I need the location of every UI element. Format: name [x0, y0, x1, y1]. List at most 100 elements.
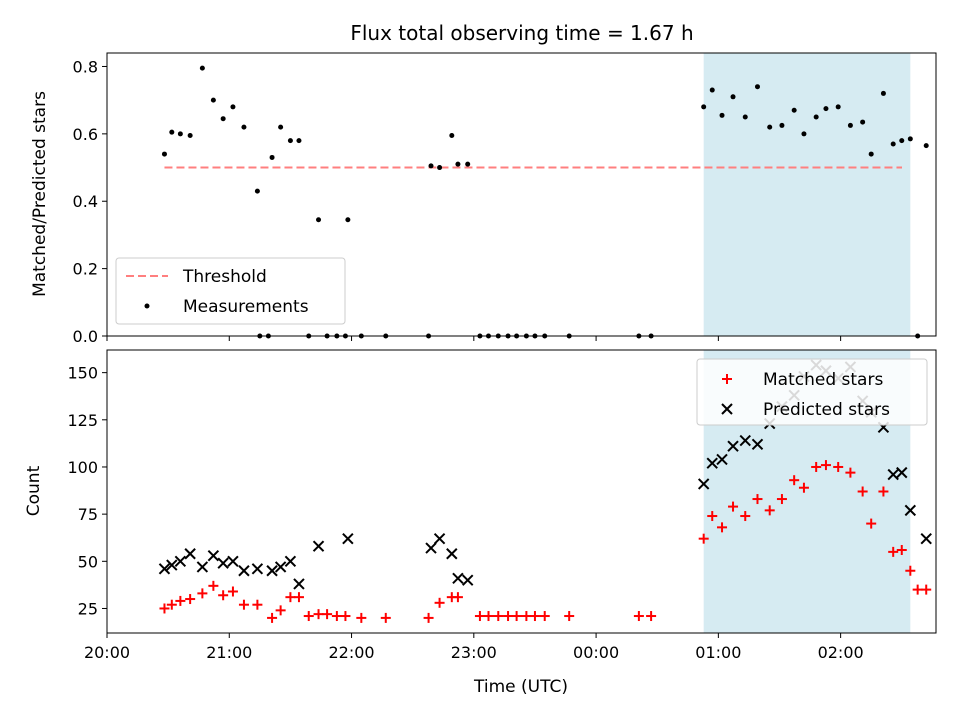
matched-star-marker	[896, 544, 907, 555]
matched-star-marker	[293, 592, 304, 603]
predicted-star-marker	[207, 549, 220, 562]
measurement-point	[296, 138, 302, 144]
bottom-plot-frame	[106, 349, 937, 634]
bottom-legend: Matched stars Predicted stars	[696, 358, 928, 426]
top-y-tick-label: 0.4	[73, 192, 98, 211]
predicted-star-marker	[284, 555, 297, 568]
top-y-axis-label: Matched/Predicted stars	[30, 91, 50, 297]
predicted-star-marker	[196, 561, 209, 573]
top-y-tick-label: 0.0	[73, 327, 98, 346]
matched-star-marker	[866, 518, 877, 529]
measurement-point	[907, 136, 913, 142]
x-tick-label: 20:00	[84, 643, 130, 662]
measurement-point	[899, 138, 905, 144]
legend-threshold-label: Threshold	[182, 267, 267, 287]
x-tick-label: 02:00	[818, 643, 864, 662]
bottom-y-tick-label: 150	[67, 364, 98, 383]
matched-star-marker	[380, 612, 391, 623]
predicted-star-marker	[174, 555, 187, 568]
predicted-star-marker	[751, 438, 764, 451]
measurement-point	[709, 87, 715, 93]
measurement-point	[719, 112, 725, 118]
predicted-star-marker	[158, 563, 171, 575]
legend-measurements-label: Measurements	[183, 297, 309, 317]
matched-star-marker	[166, 599, 177, 610]
measurement-point	[791, 107, 797, 113]
matched-star-marker	[275, 605, 286, 616]
matched-star-marker	[857, 486, 868, 497]
predicted-star-marker	[293, 578, 305, 590]
measurement-point	[742, 114, 748, 120]
matched-star-marker	[303, 611, 314, 622]
bottom-y-tick-label: 75	[78, 505, 98, 524]
predicted-star-marker	[920, 532, 932, 545]
x-tick-label: 22:00	[328, 643, 374, 662]
matched-star-marker	[707, 511, 718, 522]
bottom-y-tick-label: 50	[78, 552, 98, 571]
matched-star-marker	[356, 612, 367, 623]
measurement-point	[199, 65, 205, 71]
measurement-point	[801, 131, 807, 137]
predicted-star-marker	[274, 561, 287, 573]
measurement-point	[428, 163, 434, 169]
legend-matched-swatch	[722, 374, 732, 384]
matched-star-marker	[820, 460, 831, 471]
measurement-point	[465, 161, 471, 167]
matched-star-marker	[511, 611, 522, 622]
x-tick-label: 00:00	[573, 643, 619, 662]
matched-star-marker	[912, 584, 923, 595]
matched-star-marker	[740, 511, 751, 522]
measurement-point	[345, 217, 351, 223]
matched-star-marker	[159, 603, 170, 614]
top-plot-frame	[106, 52, 937, 337]
measurement-point	[701, 104, 707, 110]
measurement-point	[779, 122, 785, 128]
predicted-star-marker	[238, 565, 250, 577]
matched-star-marker	[227, 586, 238, 597]
measurement-point	[254, 188, 260, 194]
predicted-star-marker	[706, 457, 718, 469]
measurement-point	[860, 119, 866, 125]
matched-star-marker	[921, 584, 932, 595]
top-y-tick-label: 0.6	[73, 125, 98, 144]
x-tick-label: 21:00	[206, 643, 252, 662]
measurement-point	[730, 94, 736, 100]
matched-star-marker	[888, 546, 899, 557]
measurement-point	[169, 129, 175, 135]
measurement-point	[220, 116, 226, 122]
predicted-star-marker	[452, 572, 464, 584]
matched-star-marker	[521, 611, 532, 622]
matched-star-marker	[529, 611, 540, 622]
top-y-tick-label: 0.2	[73, 260, 98, 279]
bottom-panel: 25 50 75 100 125 150 20:00 21:00 22:00 23:00 00:0…	[24, 349, 937, 697]
matched-star-marker	[322, 609, 333, 620]
matched-star-marker	[313, 609, 324, 620]
matched-star-marker	[646, 611, 657, 622]
measurement-point	[230, 104, 236, 110]
measurement-point	[278, 124, 284, 130]
predicted-star-marker	[425, 542, 437, 554]
matched-star-marker	[798, 482, 809, 493]
matched-star-marker	[423, 612, 434, 623]
matched-star-marker	[764, 505, 775, 516]
measurement-point	[187, 133, 193, 139]
matched-star-marker	[267, 612, 278, 623]
measurement-point	[754, 84, 760, 90]
predicted-star-marker	[461, 574, 474, 586]
matched-star-marker	[185, 594, 196, 605]
measurement-point	[847, 122, 853, 128]
predicted-star-marker	[227, 555, 239, 568]
top-y-tick-label: 0.8	[73, 57, 98, 76]
bottom-y-tick-label: 100	[67, 458, 98, 477]
measurement-point	[880, 90, 886, 96]
matched-star-marker	[833, 461, 844, 472]
matched-star-marker	[434, 597, 445, 608]
matched-star-marker	[340, 611, 351, 622]
matched-star-marker	[503, 611, 514, 622]
matched-star-marker	[811, 461, 822, 472]
predicted-star-marker	[446, 548, 458, 560]
matched-star-marker	[717, 522, 728, 533]
matched-star-marker	[698, 533, 709, 544]
measurement-point	[437, 165, 443, 171]
